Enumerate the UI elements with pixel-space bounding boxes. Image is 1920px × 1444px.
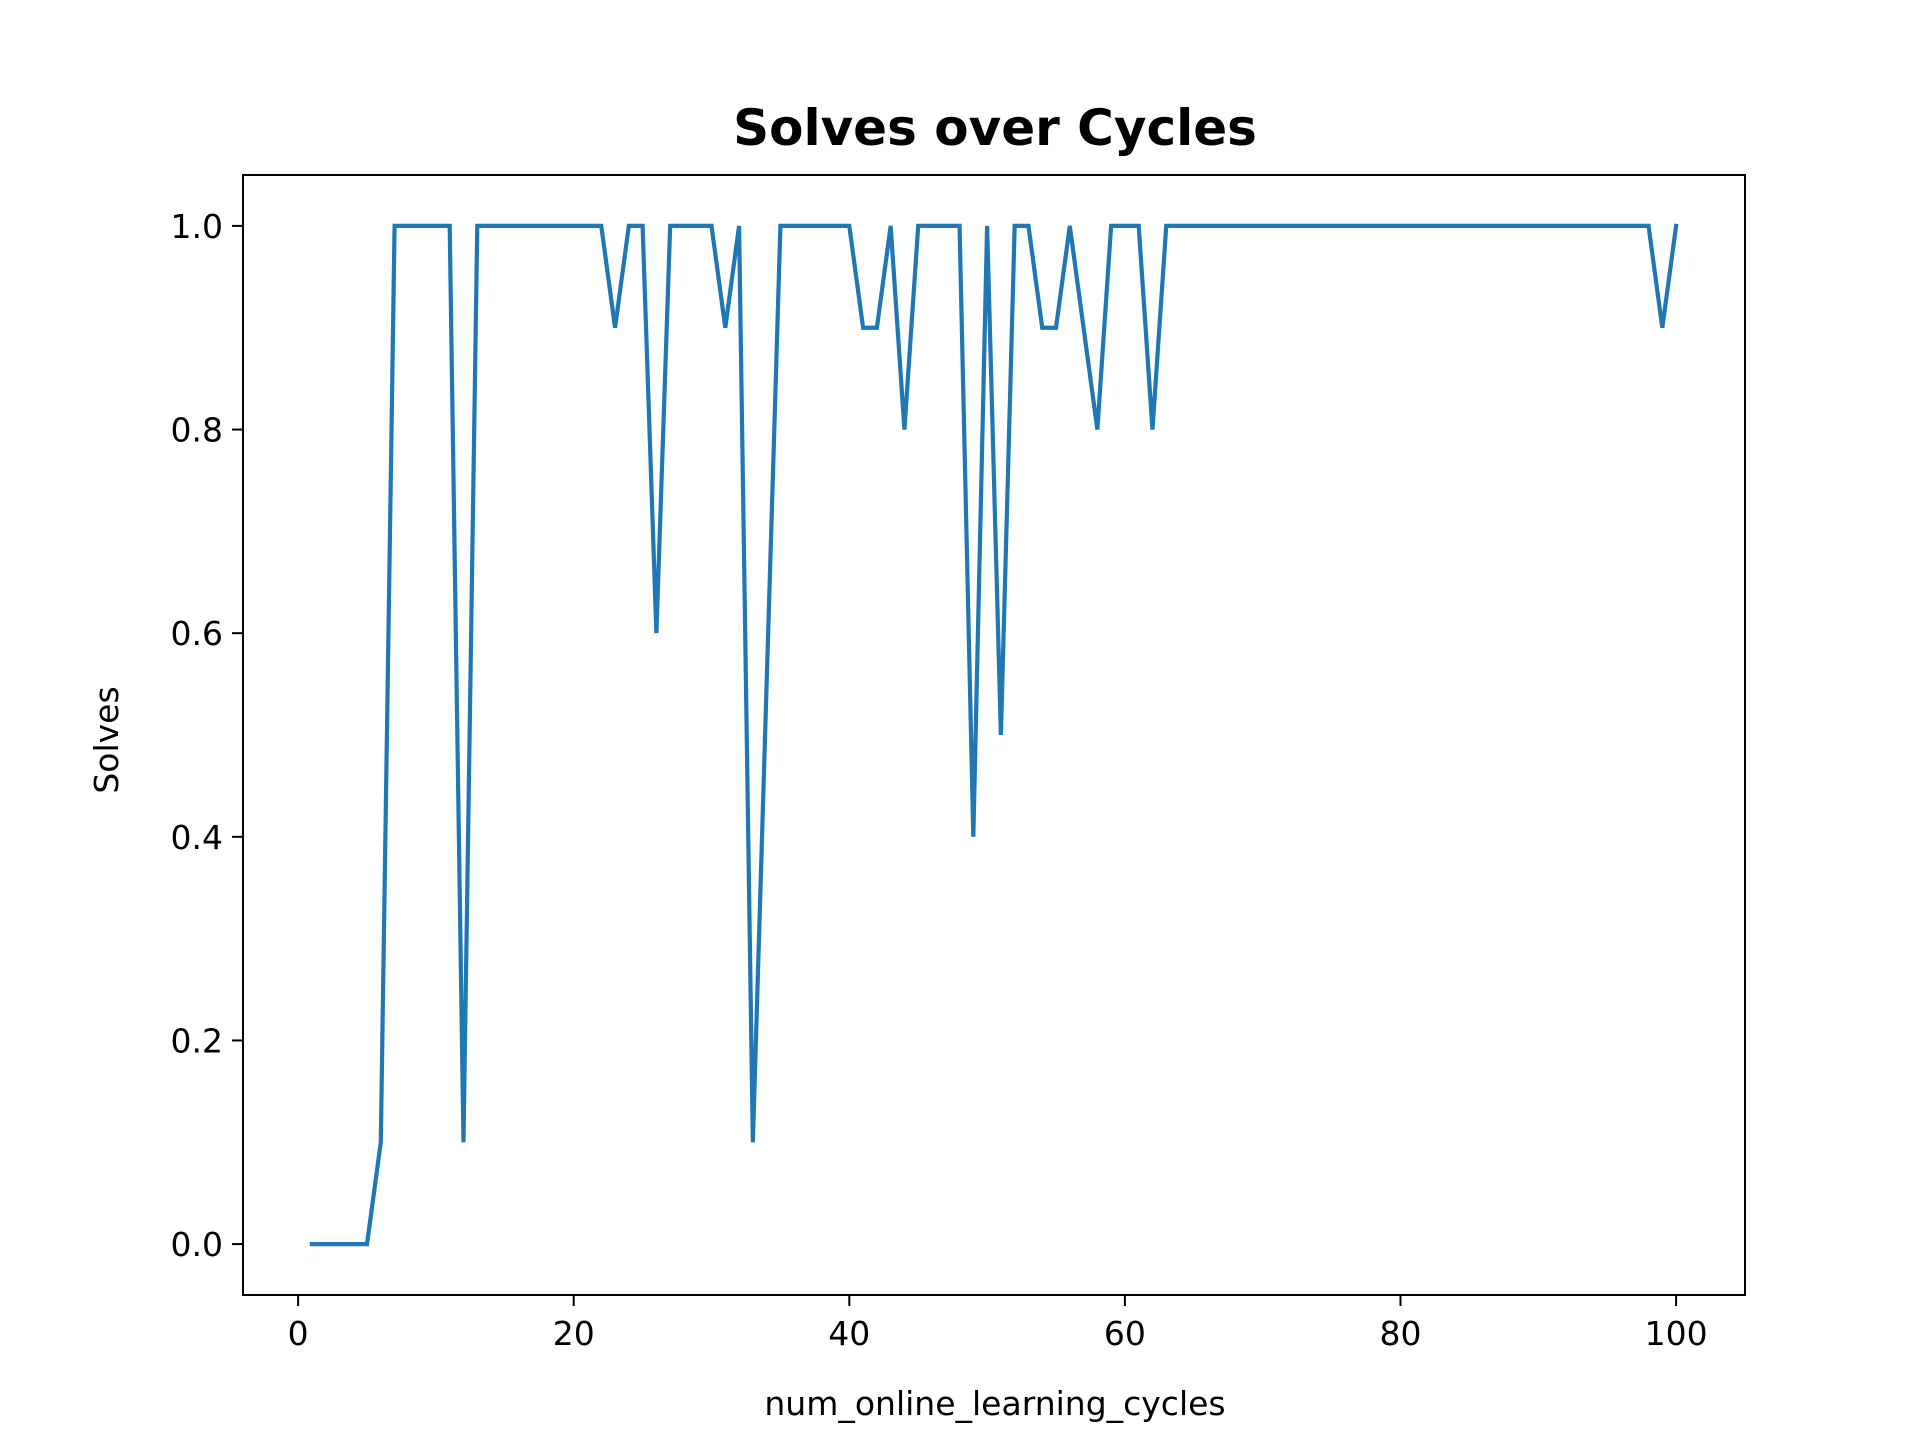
x-tick-label: 80 [1380,1314,1422,1353]
x-tick-label: 20 [553,1314,595,1353]
x-axis-label: num_online_learning_cycles [764,1384,1225,1423]
y-tick-label: 0.2 [171,1021,223,1060]
y-tick-label: 0.4 [171,818,223,857]
plot-area: 0 20 40 60 80 100 0.0 0.2 0.4 0.6 0.8 1.0 [171,174,1746,1353]
y-tick-label: 0.6 [171,614,223,653]
series-line-0 [309,223,1679,1247]
y-tick-label: 0.0 [171,1225,223,1264]
x-tick-label: 0 [288,1314,309,1353]
y-axis-label: Solves [87,686,126,793]
plot-frame [242,174,1746,1296]
x-tick-label: 100 [1645,1314,1708,1353]
chart-title: Solves over Cycles [733,99,1257,157]
x-tick-label: 60 [1104,1314,1146,1353]
x-tick-label: 40 [828,1314,870,1353]
y-tick-label: 0.8 [171,411,223,450]
y-tick-label: 1.0 [171,207,223,246]
